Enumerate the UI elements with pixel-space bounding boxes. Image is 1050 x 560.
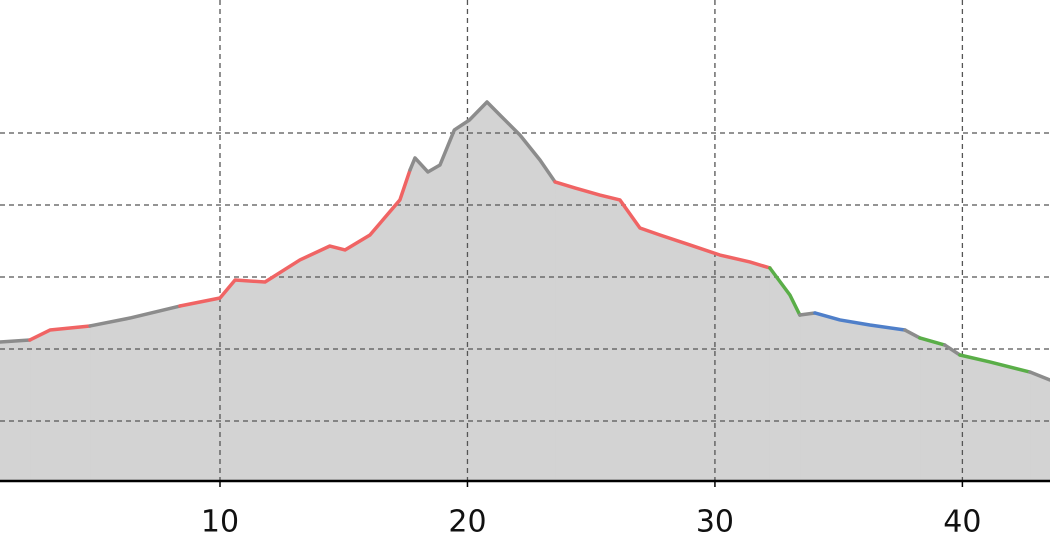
x-tick-label: 10 — [201, 505, 239, 540]
x-tick-label: 20 — [448, 505, 486, 540]
elevation-line — [178, 168, 412, 308]
elevation-line — [918, 336, 947, 347]
elevation-line — [903, 328, 922, 340]
elevation-line — [1028, 370, 1050, 382]
x-tick-label: 40 — [943, 505, 981, 540]
elevation-line — [88, 304, 182, 328]
area-fill — [959, 354, 1031, 482]
elevation-line — [813, 311, 907, 332]
area-fill — [1029, 371, 1050, 482]
elevation-line — [768, 266, 802, 317]
elevation-line — [28, 324, 92, 342]
elevation-line — [798, 311, 817, 317]
area-fill — [409, 101, 556, 482]
area-fill — [919, 337, 946, 482]
elevation-line — [943, 343, 962, 357]
area-fill — [814, 312, 906, 482]
area-fill — [944, 344, 961, 482]
area-fill — [904, 329, 921, 482]
elevation-line — [553, 180, 772, 270]
elevation-line — [0, 338, 32, 344]
x-tick-label: 30 — [696, 505, 734, 540]
area-fill — [799, 312, 816, 482]
area-fill — [89, 305, 181, 482]
area-fill — [554, 181, 771, 482]
elevation-line — [408, 100, 557, 184]
area-fill — [0, 339, 31, 482]
elevation-line — [958, 353, 1032, 374]
area-fill — [769, 266, 801, 482]
area-fill — [179, 169, 411, 482]
